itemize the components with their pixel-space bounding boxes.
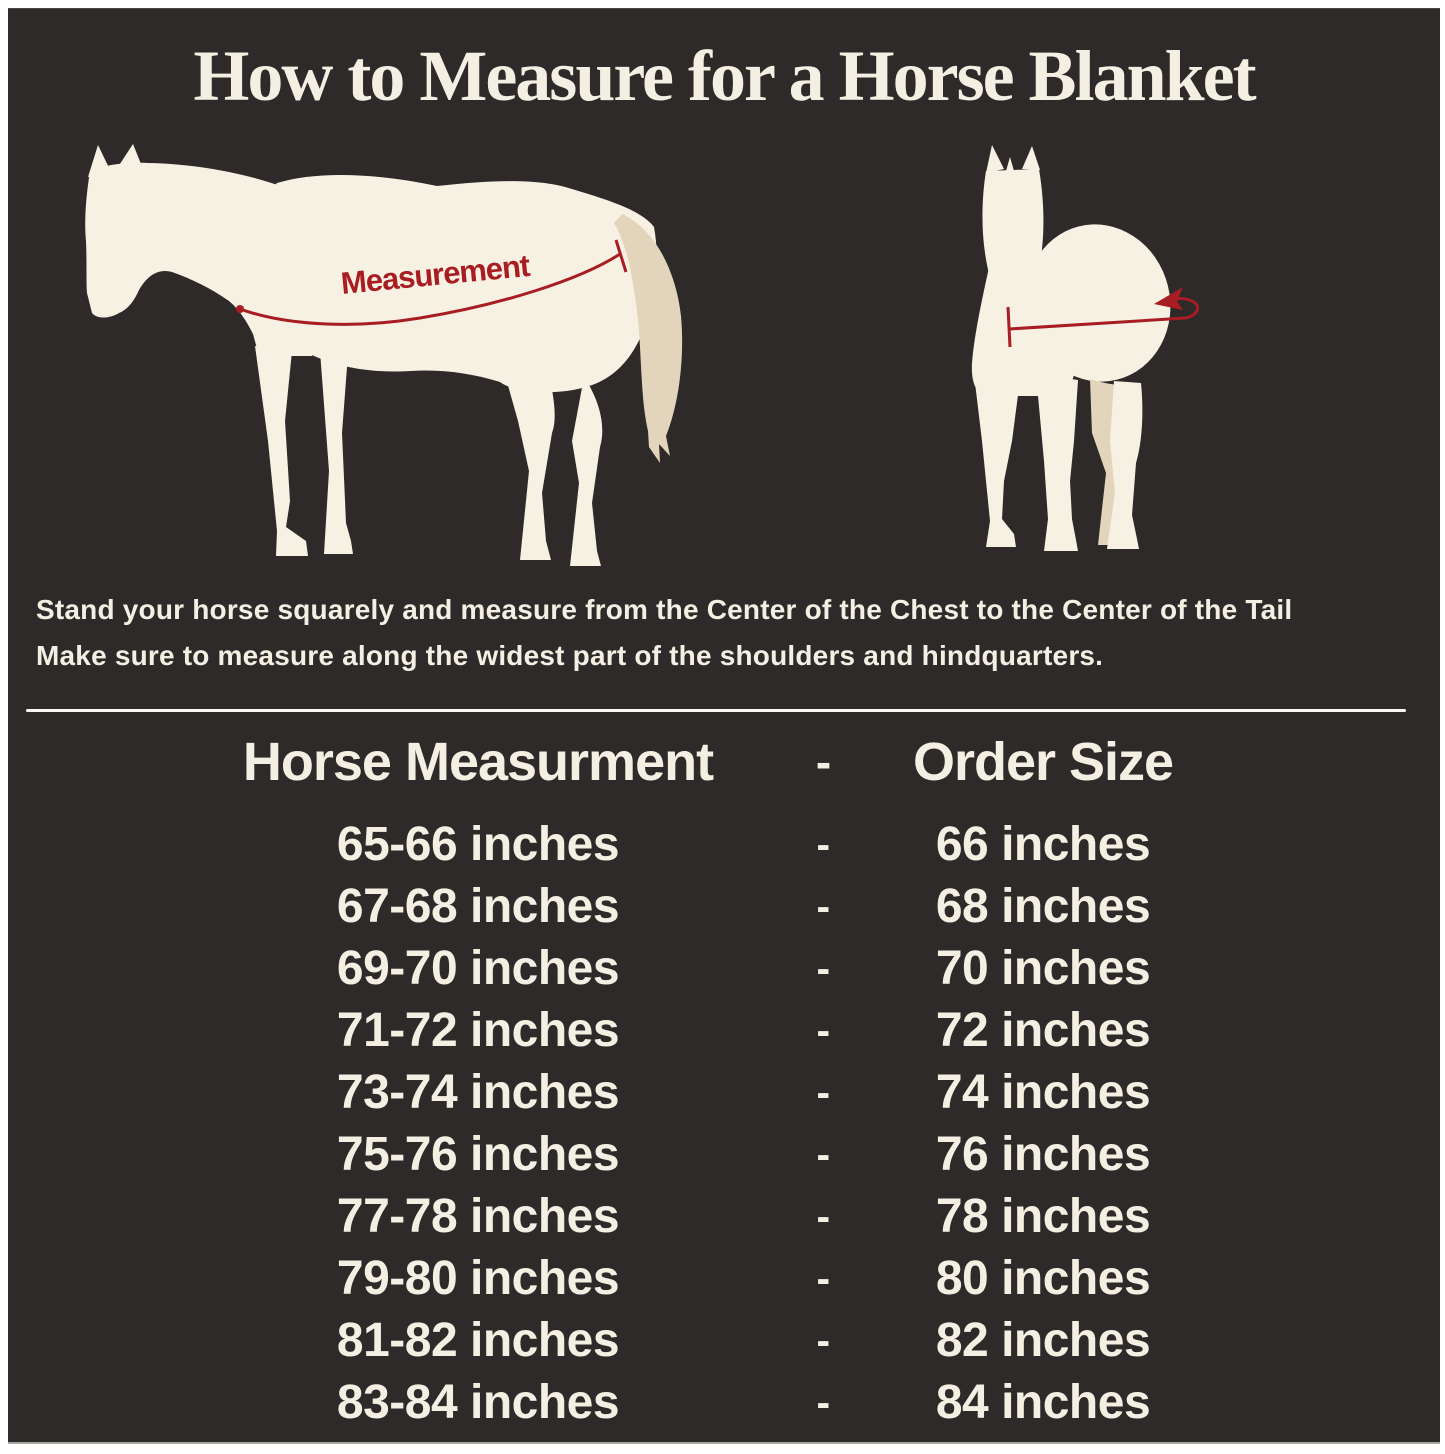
row-separator: - [816,1130,830,1177]
size-chart-rows: 65-66 inches - 66 inches 67-68 inches - … [8,813,1440,1433]
side-view-horse-illustration: Measurement [85,144,683,566]
size-chart-header: Horse Measurment - Order Size [8,731,1440,793]
measurement-line-end-tick [614,239,628,273]
row-separator: - [816,944,830,991]
size-row: 69-70 inches - 70 inches [8,937,1440,999]
order-size-value: 80 inches [935,1251,1151,1305]
horse-measurement-value: 77-78 inches [336,1189,620,1243]
order-size-value: 84 inches [935,1375,1151,1429]
header-order-size: Order Size [912,732,1174,792]
instructions-line-1: Stand your horse squarely and measure fr… [36,594,1293,625]
divider-line [26,709,1406,712]
order-size-value: 76 inches [935,1127,1151,1181]
row-separator: - [816,882,830,929]
horse-measurement-value: 81-82 inches [336,1313,620,1367]
front-view-horse-illustration [971,145,1200,551]
horse-measurement-value: 83-84 inches [336,1375,620,1429]
horse-measurement-value: 73-74 inches [336,1065,620,1119]
order-size-value: 72 inches [935,1003,1151,1057]
page-title: How to Measure for a Horse Blanket [193,36,1256,116]
row-separator: - [816,1006,830,1053]
row-separator: - [816,1254,830,1301]
size-row: 77-78 inches - 78 inches [8,1185,1440,1247]
infographic-panel: How to Measure for a Horse Blanket Measu… [8,8,1440,1444]
size-row: 71-72 inches - 72 inches [8,999,1440,1061]
side-horse-silhouette [85,144,683,566]
order-size-value: 68 inches [935,879,1151,933]
instructions-line-2: Make sure to measure along the widest pa… [36,640,1104,671]
horse-measurement-value: 75-76 inches [336,1127,620,1181]
instructions-text: Stand your horse squarely and measure fr… [36,587,1292,679]
order-size-value: 66 inches [935,817,1151,871]
size-row: 83-84 inches - 84 inches [8,1371,1440,1433]
order-size-value: 74 inches [935,1065,1151,1119]
horse-measurement-value: 65-66 inches [336,817,620,871]
order-size-value: 78 inches [935,1189,1151,1243]
size-row: 73-74 inches - 74 inches [8,1061,1440,1123]
order-size-value: 82 inches [935,1313,1151,1367]
header-separator: - [815,736,831,788]
measurement-annotation [236,239,628,326]
horse-measurement-value: 79-80 inches [336,1251,620,1305]
size-row: 65-66 inches - 66 inches [8,813,1440,875]
girth-line [1008,316,1187,331]
size-row: 79-80 inches - 80 inches [8,1247,1440,1309]
horse-measurement-value: 67-68 inches [336,879,620,933]
size-chart: Horse Measurment - Order Size 65-66 inch… [8,731,1440,1433]
row-separator: - [816,1192,830,1239]
size-row: 67-68 inches - 68 inches [8,875,1440,937]
row-separator: - [816,1316,830,1363]
horse-measurement-value: 69-70 inches [336,941,620,995]
order-size-value: 70 inches [935,941,1151,995]
horse-measurement-value: 71-72 inches [336,1003,620,1057]
girth-chest-tick [1006,306,1012,348]
size-row: 81-82 inches - 82 inches [8,1309,1440,1371]
row-separator: - [816,1068,830,1115]
row-separator: - [816,820,830,867]
girth-arrowhead [1154,287,1183,310]
measurement-line [239,252,621,326]
row-separator: - [816,1378,830,1425]
header-horse-measurement: Horse Measurment [242,732,714,792]
front-horse-silhouette [971,145,1171,551]
size-row: 75-76 inches - 76 inches [8,1123,1440,1185]
